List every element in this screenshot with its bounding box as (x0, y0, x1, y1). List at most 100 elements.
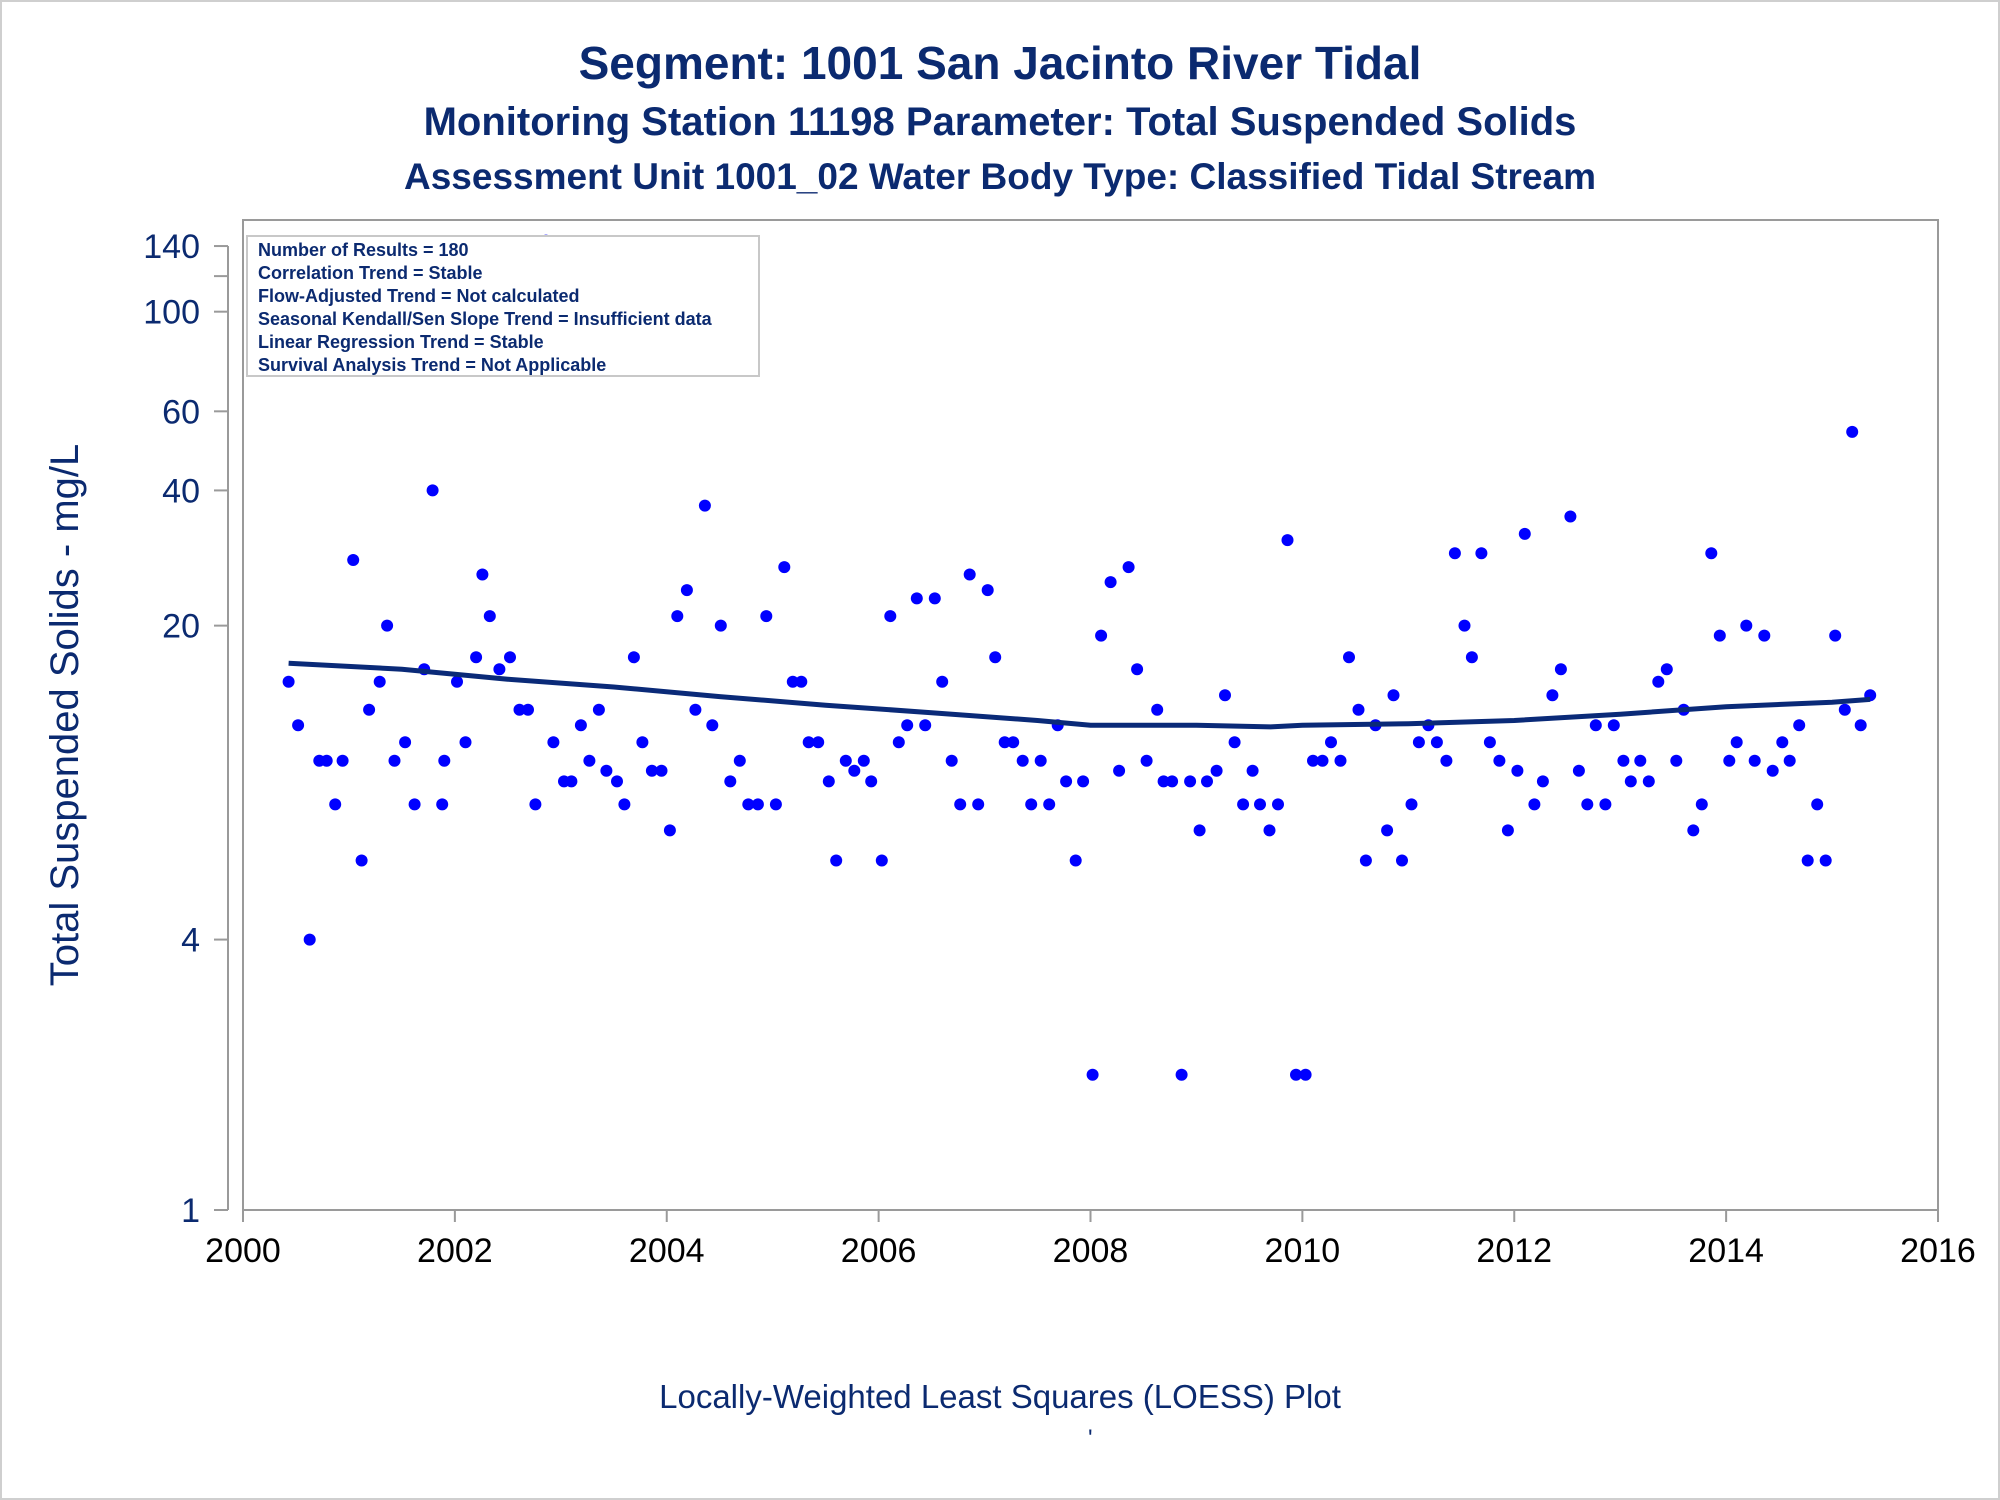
data-point (1536, 775, 1549, 788)
data-point (989, 651, 1002, 664)
data-point (769, 798, 782, 811)
data-point (583, 754, 596, 767)
y-tick-label: 100 (143, 294, 200, 332)
stats-box-line: Correlation Trend = Stable (258, 263, 483, 283)
data-point (1281, 534, 1294, 547)
stats-box: Number of Results = 180 Correlation Trend… (246, 235, 760, 377)
data-point (1581, 798, 1594, 811)
data-points (282, 234, 1877, 1081)
data-point (1343, 651, 1355, 664)
data-point (1060, 775, 1073, 788)
data-point (839, 754, 852, 767)
data-point (1325, 736, 1337, 749)
data-point (355, 854, 368, 867)
data-point (1166, 775, 1179, 788)
data-point (733, 754, 746, 767)
data-point (1475, 547, 1488, 560)
y-tick-label: 1 (181, 1192, 200, 1230)
data-point (857, 754, 870, 767)
data-point (1660, 663, 1673, 676)
data-point (1740, 619, 1753, 632)
x-tick-label: 2004 (629, 1232, 705, 1270)
stats-box-line: Linear Regression Trend = Stable (258, 332, 544, 352)
data-point (981, 584, 994, 597)
data-point (954, 798, 967, 811)
data-point (459, 736, 472, 749)
data-point (1387, 689, 1400, 702)
data-point (1564, 510, 1577, 523)
data-point (963, 568, 976, 581)
data-point (1299, 1068, 1312, 1081)
data-point (282, 675, 295, 688)
data-point (742, 798, 755, 811)
y-axis-label: Total Suspended Solids - mg/L (43, 444, 87, 987)
data-point (706, 719, 719, 732)
data-point (812, 736, 825, 749)
data-point (529, 798, 542, 811)
data-point (1528, 798, 1541, 811)
data-point (618, 798, 631, 811)
data-point (1695, 798, 1708, 811)
y-tick-label: 40 (162, 472, 200, 510)
data-point (1043, 798, 1056, 811)
data-point (1175, 1068, 1188, 1081)
data-point (698, 499, 711, 512)
data-point (1122, 561, 1135, 574)
data-point (1210, 764, 1223, 777)
data-point (884, 610, 897, 623)
data-point (1713, 629, 1726, 642)
data-point (1599, 798, 1612, 811)
data-point (1359, 854, 1372, 867)
data-point (1290, 1068, 1302, 1081)
x-tick-label: 2000 (205, 1232, 281, 1270)
data-point (1193, 824, 1206, 837)
data-point (1670, 754, 1683, 767)
data-point (627, 651, 640, 664)
data-point (470, 651, 483, 664)
data-point (1069, 854, 1082, 867)
data-point (303, 933, 316, 946)
footnote-mark: ' (1088, 1425, 1093, 1452)
data-point (1016, 754, 1029, 767)
data-point (1412, 736, 1425, 749)
data-point (1624, 775, 1637, 788)
data-point (1572, 764, 1585, 777)
x-tick-label: 2016 (1900, 1232, 1976, 1270)
data-point (1034, 754, 1047, 767)
data-point (1263, 824, 1276, 837)
data-point (1793, 719, 1806, 732)
data-point (795, 675, 808, 688)
data-point (522, 703, 534, 716)
data-point (1642, 775, 1655, 788)
data-point (1405, 798, 1418, 811)
data-point (1829, 629, 1842, 642)
data-point (1652, 675, 1665, 688)
data-point (1448, 547, 1461, 560)
data-point (636, 736, 649, 749)
data-point (1465, 651, 1478, 664)
data-point (919, 719, 932, 732)
data-point (998, 736, 1011, 749)
data-point (336, 754, 349, 767)
data-point (1846, 425, 1859, 438)
data-point (760, 610, 773, 623)
data-point (1131, 663, 1144, 676)
data-point (1748, 754, 1761, 767)
data-point (373, 675, 386, 688)
data-point (476, 568, 489, 581)
data-point (451, 675, 463, 688)
y-tick-label: 60 (162, 393, 200, 431)
data-point (1228, 736, 1241, 749)
data-point (1396, 854, 1408, 867)
data-point (320, 754, 333, 767)
data-point (438, 754, 451, 767)
data-point (1617, 754, 1630, 767)
data-point (1634, 754, 1647, 767)
stats-box-line: Number of Results = 180 (258, 240, 469, 260)
data-point (1493, 754, 1506, 767)
data-point (778, 561, 791, 574)
data-point (1766, 764, 1779, 777)
data-point (1501, 824, 1514, 837)
data-point (1838, 703, 1851, 716)
